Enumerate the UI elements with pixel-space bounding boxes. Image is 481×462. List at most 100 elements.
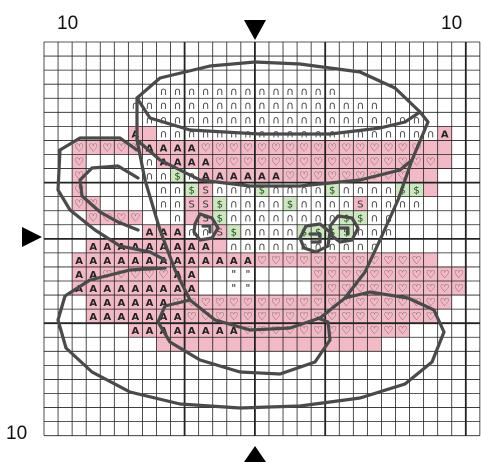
stitch-symbol: ♡ [285, 155, 295, 168]
stitch-symbol: ♡ [341, 170, 351, 183]
stitch-cell [423, 154, 438, 169]
stitch-symbol: ∩ [244, 212, 252, 225]
stitch-cell [142, 281, 157, 296]
stitch-symbol: ∩ [202, 226, 210, 239]
stitch-symbol: ∩ [328, 240, 336, 253]
cup-side-contour [135, 138, 414, 188]
stitch-symbol: ∩ [174, 99, 182, 112]
stitch-cell [283, 140, 298, 155]
stitch-cell [170, 323, 185, 338]
stitch-cell [142, 309, 157, 324]
stitch-symbol: ♡ [426, 296, 436, 309]
stitch-symbol: ♡ [313, 155, 323, 168]
stitch-cell [254, 168, 269, 183]
stitch-symbol: ♡ [313, 141, 323, 154]
stitch-symbol: ∩ [159, 127, 167, 140]
stitch-symbol: ♡ [327, 170, 337, 183]
stitch-cell [381, 252, 396, 267]
stitch-symbol: ∩ [230, 85, 238, 98]
stitch-cell [437, 281, 452, 296]
stitch-symbol: ∩ [272, 113, 280, 126]
stitch-cell [325, 266, 340, 282]
stitch-symbol: A [117, 256, 125, 267]
stitch-symbol: ♡ [384, 268, 394, 281]
stitch-cell [170, 154, 185, 169]
stitch-symbol: ∩ [314, 184, 322, 197]
stitch-symbol: A [89, 298, 97, 309]
stitch-symbol: ♡ [369, 296, 379, 309]
stitch-symbol: " [231, 268, 236, 281]
stitch-cell [268, 168, 284, 183]
stitch-cell [226, 140, 241, 155]
stitch-symbol: ♡ [384, 170, 394, 183]
stitch-symbol: ♡ [398, 268, 408, 281]
stitch-symbol: ♡ [229, 296, 239, 309]
stitch-symbol: ♡ [243, 155, 253, 168]
stitch-symbol: ∩ [286, 113, 294, 126]
stitch-symbol: A [132, 242, 140, 253]
stitch-symbol: ∩ [159, 198, 167, 211]
stitch-symbol: ∩ [188, 113, 196, 126]
stitch-cell [212, 238, 227, 253]
stitch-symbol: S [203, 200, 209, 211]
stitch-symbol: A [103, 256, 111, 267]
stitch-cell [212, 337, 227, 352]
stitch-symbol: ∩ [314, 240, 322, 253]
stitch-symbol: A [188, 284, 196, 295]
stitch-symbol: ♡ [313, 254, 323, 267]
stitch-symbol: ♡ [88, 141, 98, 154]
stitch-symbol: A [188, 143, 196, 154]
stitch-symbol: A [75, 256, 83, 267]
stitch-symbol: ♡ [229, 141, 239, 154]
stitch-symbol: ♡ [398, 155, 408, 168]
stitch-symbol: ∩ [286, 226, 294, 239]
stitch-symbol: ∩ [202, 99, 210, 112]
grid-count-bottom-left: 10 [6, 423, 28, 444]
stitch-cell [367, 337, 382, 352]
stitch-symbol: ∩ [370, 240, 378, 253]
stitch-cell [423, 281, 438, 296]
saucer-well-outline [156, 298, 332, 376]
stitch-symbol: ∩ [328, 99, 336, 112]
stitch-symbol: ∩ [230, 198, 238, 211]
stitch-symbol: ∩ [230, 212, 238, 225]
stitch-cell [423, 252, 438, 267]
stitch-symbol: ∩ [244, 85, 252, 98]
stitch-cell [409, 168, 424, 183]
stitch-symbol: ♡ [454, 268, 464, 281]
stitch-cell [226, 252, 241, 267]
stitch-symbol: ♡ [257, 310, 267, 323]
stitch-cell [142, 238, 157, 253]
grid-layer [43, 41, 481, 437]
stitch-symbol: $ [413, 186, 419, 197]
stitch-symbol: ∩ [258, 85, 266, 98]
stitch-cell [100, 295, 115, 310]
stitch-cell [395, 309, 410, 324]
stitch-cell [198, 196, 213, 211]
stitch-cell [100, 252, 115, 267]
stitch-cell [184, 154, 199, 169]
stitch-symbol: ∩ [384, 184, 392, 197]
stitch-symbol: ∩ [258, 99, 266, 112]
teacup-outline [56, 60, 446, 410]
stitch-symbol: ♡ [355, 155, 365, 168]
stitch-cell [325, 252, 340, 267]
stitch-symbol: ∩ [145, 99, 153, 112]
stitch-symbol: ♡ [313, 324, 323, 337]
stitch-symbol: ♡ [355, 282, 365, 295]
stitch-cell [198, 309, 213, 324]
stitch-cell [451, 266, 466, 282]
stitch-cell [353, 210, 368, 225]
stitch-symbol: ♡ [271, 254, 281, 267]
stitch-symbol: ♡ [355, 170, 365, 183]
stitch-symbol: ∩ [272, 226, 280, 239]
stitch-cell [353, 140, 368, 155]
stitch-cell [367, 309, 382, 324]
stitch-symbol: A [132, 256, 140, 267]
stitch-symbol: ♡ [355, 296, 365, 309]
stitch-symbol: A [103, 284, 111, 295]
stitch-cell [198, 295, 213, 310]
stitch-cell [212, 196, 227, 211]
stitch-cell [381, 154, 396, 169]
stitch-symbol: ♡ [426, 282, 436, 295]
